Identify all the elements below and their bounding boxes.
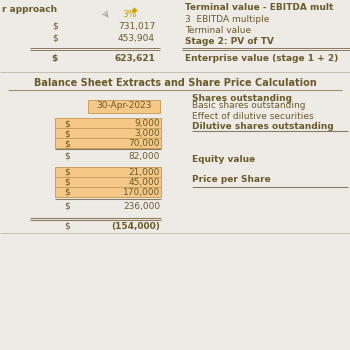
Bar [55, 138, 161, 148]
Text: r approach: r approach [2, 5, 57, 14]
Text: $: $ [64, 202, 70, 211]
Text: 623,621: 623,621 [114, 54, 155, 63]
Bar [55, 177, 161, 187]
Bar [55, 128, 161, 138]
Text: $: $ [64, 152, 70, 161]
Text: Effect of dilutive securities: Effect of dilutive securities [192, 112, 314, 121]
Text: Balance Sheet Extracts and Share Price Calculation: Balance Sheet Extracts and Share Price C… [34, 78, 316, 88]
Text: 3,000: 3,000 [134, 129, 160, 138]
Text: Basic shares outstanding: Basic shares outstanding [192, 101, 306, 110]
Text: 3  EBITDA multiple: 3 EBITDA multiple [185, 15, 270, 24]
Text: 3%: 3% [122, 10, 136, 19]
Text: 453,904: 453,904 [118, 34, 155, 43]
Text: 236,000: 236,000 [123, 202, 160, 211]
Text: Terminal value - EBITDA mult: Terminal value - EBITDA mult [185, 3, 333, 12]
Text: Enterprise value (stage 1 + 2): Enterprise value (stage 1 + 2) [185, 54, 338, 63]
Text: 70,000: 70,000 [128, 139, 160, 148]
Text: $: $ [64, 129, 70, 138]
Text: $: $ [64, 119, 70, 128]
Text: $: $ [52, 54, 58, 63]
Text: Stage 2: PV of TV: Stage 2: PV of TV [185, 37, 274, 46]
Text: $: $ [64, 222, 70, 231]
Text: $: $ [64, 139, 70, 148]
Text: Terminal value: Terminal value [185, 26, 251, 35]
Text: 9,000: 9,000 [134, 119, 160, 128]
Text: 82,000: 82,000 [129, 152, 160, 161]
Text: Shares outstanding: Shares outstanding [192, 94, 292, 103]
Text: $: $ [64, 178, 70, 187]
Text: Equity value: Equity value [192, 155, 255, 164]
Text: 21,000: 21,000 [129, 168, 160, 177]
Text: Price per Share: Price per Share [192, 175, 271, 184]
Text: $: $ [52, 34, 58, 43]
Text: 45,000: 45,000 [129, 178, 160, 187]
Text: $: $ [64, 168, 70, 177]
Bar [55, 187, 161, 197]
Text: 731,017: 731,017 [118, 22, 155, 31]
Text: 170,000: 170,000 [123, 188, 160, 197]
Text: Dilutive shares outstanding: Dilutive shares outstanding [192, 122, 334, 131]
Bar [88, 100, 160, 113]
Bar [55, 118, 161, 128]
Text: $: $ [52, 22, 58, 31]
Text: (154,000): (154,000) [111, 222, 160, 231]
Bar [55, 167, 161, 177]
Text: 30-Apr-2023: 30-Apr-2023 [96, 101, 152, 110]
Text: $: $ [64, 188, 70, 197]
